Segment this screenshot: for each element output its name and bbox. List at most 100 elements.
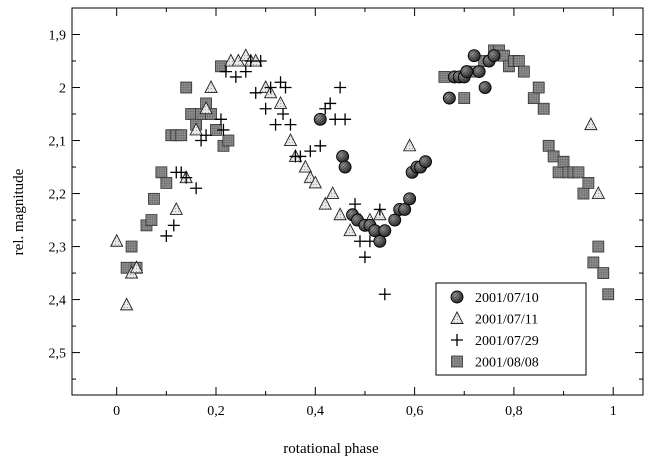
data-point-square (602, 288, 615, 301)
data-point-triangle (283, 133, 298, 146)
y-tick-label: 2,3 (49, 241, 67, 256)
legend-label: 2001/07/10 (475, 291, 539, 306)
data-point-square (572, 166, 585, 179)
data-point-circle (313, 112, 327, 126)
legend-marker-plus (451, 334, 463, 346)
data-point-square (552, 166, 565, 179)
data-point-plus (200, 129, 213, 142)
data-point-triangle (333, 207, 347, 221)
data-point-square (180, 81, 193, 94)
data-point-square (125, 240, 138, 253)
y-tick-label: 2,1 (49, 135, 67, 150)
data-point-plus (175, 166, 188, 179)
data-point-triangle (308, 175, 323, 189)
data-point-circle (336, 149, 350, 163)
data-point-square (577, 187, 590, 200)
data-point-circle (388, 213, 402, 227)
data-point-triangle (119, 297, 134, 311)
data-point-plus (373, 203, 386, 216)
y-tick-label: 2,2 (49, 188, 67, 203)
data-point-triangle (129, 260, 144, 274)
data-point-square (592, 240, 605, 253)
legend-marker-square (451, 355, 463, 368)
data-point-plus (304, 145, 317, 158)
data-point-plus (334, 81, 347, 94)
data-point-square (537, 102, 550, 115)
data-point-plus (284, 118, 297, 131)
series-circle (313, 49, 501, 248)
data-point-square (597, 267, 610, 279)
data-point-circle (467, 49, 481, 63)
data-point-plus (274, 76, 287, 89)
data-point-plus (214, 113, 227, 126)
data-point-plus (180, 171, 193, 184)
data-point-triangle (591, 186, 606, 199)
legend-label: 2001/08/08 (475, 356, 539, 371)
data-point-plus (358, 251, 371, 264)
legend-label: 2001/07/29 (475, 334, 539, 349)
legend-marker-circle (450, 290, 464, 304)
data-point-square (582, 177, 595, 189)
x-tick-label: 1 (610, 404, 617, 419)
data-point-plus (319, 102, 332, 115)
data-point-triangle (109, 233, 124, 247)
data-point-triangle (189, 122, 203, 136)
data-point-square (160, 177, 173, 189)
data-point-plus (190, 182, 203, 195)
data-point-plus (269, 118, 282, 131)
data-point-plus (349, 198, 362, 211)
x-tick-label: 0,8 (505, 404, 523, 419)
data-point-square (547, 150, 560, 163)
data-point-plus (259, 102, 272, 115)
data-point-square (517, 65, 530, 78)
data-point-plus (167, 219, 180, 232)
axes: 0 0,2 0,4 0,6 0,8 1 1,9 2 2,1 2,2 2,3 2,4 2,5 (49, 7, 644, 419)
data-point-triangle (199, 101, 213, 115)
data-point-plus (314, 139, 327, 152)
x-tick-label: 0,2 (207, 404, 225, 419)
data-point-triangle (298, 159, 313, 173)
data-point-plus (264, 81, 277, 94)
data-point-circle (368, 224, 382, 238)
data-point-square (222, 134, 235, 147)
data-point-circle (442, 91, 456, 105)
data-point-triangle (343, 223, 357, 237)
data-point-square (527, 92, 540, 105)
data-point-plus (239, 65, 252, 78)
data-point-square (557, 155, 570, 168)
data-point-square (185, 108, 198, 120)
data-point-plus (160, 229, 173, 242)
data-point-circle (338, 160, 352, 174)
legend-label: 2001/07/11 (475, 313, 538, 328)
data-point-triangle (402, 138, 417, 152)
data-point-plus (277, 108, 290, 121)
data-point-triangle (169, 201, 184, 215)
data-point-plus (219, 65, 232, 78)
data-point-circle (373, 234, 387, 248)
y-axis-label: rel. magnitude (11, 168, 27, 255)
data-point-triangle (273, 95, 288, 109)
data-point-circle (419, 155, 432, 169)
data-point-triangle (318, 196, 332, 210)
series-plus (160, 55, 391, 301)
y-tick-label: 1,9 (49, 29, 67, 44)
data-point-plus (378, 288, 391, 301)
data-point-plus (339, 113, 352, 126)
x-tick-label: 0 (113, 404, 120, 419)
x-tick-label: 0,4 (307, 404, 325, 419)
data-point-plus (324, 97, 337, 110)
data-point-plus (294, 150, 307, 163)
data-point-triangle (584, 117, 598, 131)
legend: 2001/07/10 2001/07/11 2001/07/29 2001/08/08 (435, 282, 587, 376)
series-square (120, 44, 615, 301)
data-point-triangle (204, 80, 218, 93)
y-tick-label: 2,4 (49, 294, 67, 309)
data-point-plus (254, 55, 267, 68)
x-axis-label: rotational phase (283, 441, 379, 457)
data-point-square (542, 139, 555, 152)
data-point-triangle (248, 53, 263, 67)
data-point-triangle (325, 186, 340, 199)
data-point-plus (229, 70, 242, 83)
data-point-square (148, 192, 160, 205)
